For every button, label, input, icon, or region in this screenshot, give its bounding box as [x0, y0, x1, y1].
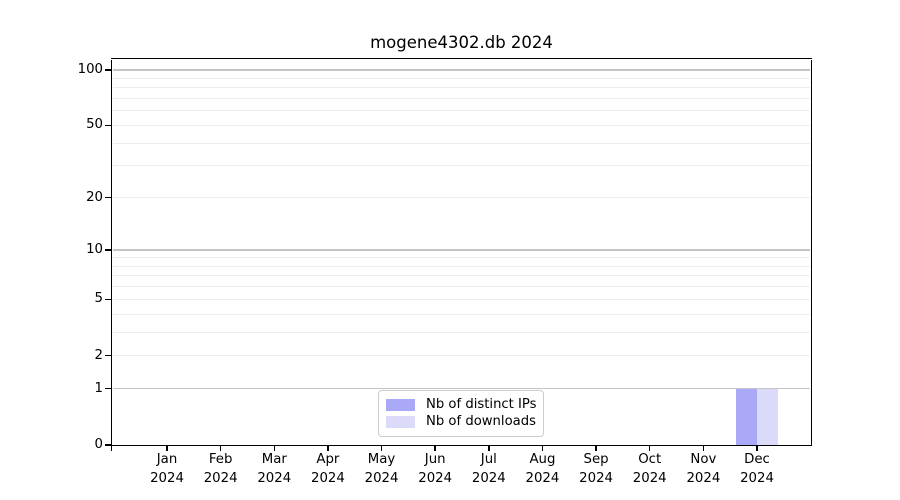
- legend-label: Nb of downloads: [426, 414, 536, 430]
- gridline-minor: [112, 298, 810, 300]
- gridline-minor: [112, 257, 810, 259]
- x-tick: [648, 445, 651, 451]
- y-tick: [104, 196, 112, 199]
- y-tick: [104, 387, 112, 390]
- x-tick: [380, 445, 383, 451]
- gridline-minor: [112, 110, 810, 112]
- gridline-major: [112, 249, 810, 251]
- bar-nb-of-downloads-dec-2024: [756, 388, 779, 445]
- x-tick-label: Oct 2024: [632, 452, 667, 486]
- gridline-minor: [112, 98, 810, 100]
- gridline-minor: [112, 355, 810, 357]
- x-tick-label: Apr 2024: [310, 452, 345, 486]
- x-tick-label: Dec 2024: [740, 452, 774, 486]
- y-tick: [104, 354, 112, 357]
- x-tick-label: Feb 2024: [203, 452, 238, 486]
- gridline-minor: [112, 286, 810, 288]
- y-tick: [104, 69, 112, 71]
- y-tick-label: 5: [94, 291, 103, 307]
- x-tick-label: Jun 2024: [418, 452, 453, 486]
- legend-label: Nb of distinct IPs: [426, 396, 537, 412]
- axis-spine-left: [110, 59, 113, 451]
- gridline-major: [112, 69, 810, 71]
- y-tick: [104, 298, 112, 301]
- gridline-minor: [112, 165, 810, 167]
- y-tick-label: 100: [77, 62, 103, 77]
- legend-item: Nb of downloads: [386, 414, 536, 431]
- bar-nb-of-distinct-ips-dec-2024: [735, 388, 757, 445]
- x-tick-label: Mar 2024: [257, 452, 292, 486]
- y-tick-label: 1: [94, 380, 103, 396]
- y-tick-label: 50: [86, 117, 103, 133]
- x-tick-label: May 2024: [364, 452, 399, 486]
- y-tick-label: 0: [94, 436, 103, 452]
- gridline-minor: [112, 77, 810, 79]
- x-tick-label: Aug 2024: [525, 452, 560, 486]
- y-tick: [104, 444, 112, 446]
- gridline-minor: [112, 275, 810, 277]
- gridline-minor: [112, 313, 810, 315]
- x-tick: [541, 445, 544, 451]
- x-tick-label: Jan 2024: [150, 452, 184, 486]
- x-tick: [434, 445, 436, 451]
- gridline-minor: [112, 124, 810, 126]
- x-tick: [166, 445, 168, 451]
- y-tick-label: 10: [86, 242, 103, 258]
- x-tick: [595, 445, 597, 451]
- x-tick-label: Sep 2024: [579, 452, 613, 486]
- axis-spine-right: [810, 59, 813, 447]
- legend-item: Nb of distinct IPs: [386, 396, 537, 413]
- gridline-minor: [112, 142, 810, 144]
- legend: Nb of distinct IPs Nb of downloads: [378, 390, 544, 437]
- legend-swatch: [386, 398, 415, 411]
- x-tick: [219, 445, 222, 451]
- y-tick-label: 2: [94, 347, 103, 363]
- axis-spine-bottom: [110, 444, 813, 447]
- x-tick: [756, 445, 758, 451]
- y-tick: [104, 249, 112, 251]
- gridline-major: [112, 387, 810, 390]
- y-tick-label: 20: [86, 189, 103, 205]
- gridline-minor: [112, 265, 810, 267]
- x-tick: [273, 445, 276, 451]
- legend-swatch: [386, 416, 415, 429]
- gridline-minor: [112, 87, 810, 89]
- x-tick: [702, 445, 705, 451]
- x-tick: [488, 445, 490, 451]
- gridline-minor: [112, 331, 810, 333]
- chart-title: mogene4302.db 2024: [370, 33, 553, 52]
- x-tick: [327, 445, 329, 451]
- x-tick-label: Jul 2024: [471, 452, 506, 486]
- x-tick-label: Nov 2024: [686, 452, 721, 486]
- gridline-minor: [112, 197, 810, 199]
- axis-spine-top: [110, 57, 813, 60]
- y-tick: [104, 124, 112, 127]
